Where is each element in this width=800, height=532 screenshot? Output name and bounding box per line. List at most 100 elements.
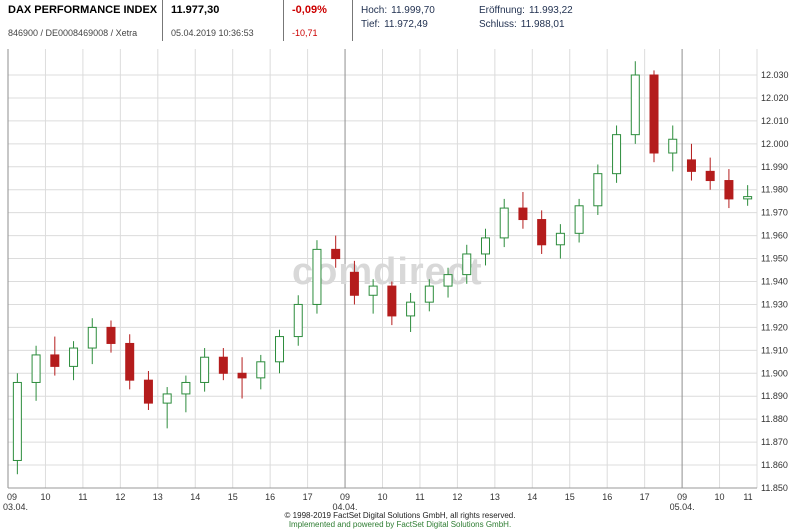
svg-text:12.000: 12.000 <box>761 139 789 149</box>
instrument-id: 846900 / DE0008469008 / Xetra <box>8 28 138 38</box>
candle <box>649 70 659 163</box>
footer-copyright: © 1998-2019 FactSet Digital Solutions Gm… <box>284 510 516 520</box>
svg-text:11.910: 11.910 <box>761 345 788 355</box>
svg-text:11.960: 11.960 <box>761 231 788 241</box>
svg-text:11: 11 <box>415 492 424 502</box>
candle <box>106 320 116 353</box>
change-percent: -0,09% <box>292 4 327 16</box>
candle <box>387 281 397 326</box>
candle <box>331 235 341 268</box>
x-axis-labels: 09 10 11 12 13 14 15 16 17 09 10 11 12 13 14 15 16 17 09 10… <box>7 492 753 502</box>
v-gridlines <box>7 49 758 488</box>
svg-text:11.850: 11.850 <box>761 483 788 493</box>
svg-text:11: 11 <box>78 492 87 502</box>
svg-text:12: 12 <box>452 492 462 502</box>
svg-text:11.940: 11.940 <box>761 277 788 287</box>
candle <box>462 244 472 284</box>
svg-text:12.030: 12.030 <box>761 70 789 80</box>
svg-text:11.980: 11.980 <box>761 185 788 195</box>
svg-text:13: 13 <box>153 492 163 502</box>
candle <box>555 224 565 259</box>
stat-eroeffnung: Eröffnung: 11.993,22 <box>479 5 573 16</box>
stat-value: 11.988,01 <box>520 19 565 30</box>
stat-label: Hoch: <box>361 5 388 16</box>
svg-text:16: 16 <box>265 492 275 502</box>
svg-text:11.890: 11.890 <box>761 391 788 401</box>
candle <box>630 61 640 144</box>
svg-text:15: 15 <box>228 492 238 502</box>
candle <box>181 375 191 413</box>
svg-text:09: 09 <box>677 492 687 502</box>
svg-text:12: 12 <box>115 492 125 502</box>
candle <box>31 345 41 401</box>
svg-text:11.930: 11.930 <box>761 299 788 309</box>
stat-value: 11.993,22 <box>528 5 573 16</box>
stat-value: 11.972,49 <box>384 19 428 30</box>
candle <box>275 329 285 374</box>
candle <box>406 292 416 332</box>
svg-text:03.04.: 03.04. <box>3 502 28 512</box>
svg-text:11.860: 11.860 <box>761 460 788 470</box>
stat-label: Eröffnung: <box>479 5 525 16</box>
svg-text:16: 16 <box>602 492 612 502</box>
svg-text:17: 17 <box>303 492 313 502</box>
svg-text:12.010: 12.010 <box>761 116 789 126</box>
change-block: -0,09% -10,71 <box>283 0 352 41</box>
candle <box>69 341 79 381</box>
last-price: 11.977,30 <box>171 4 220 16</box>
svg-text:14: 14 <box>190 492 200 502</box>
stat-label: Schluss: <box>479 19 517 30</box>
svg-text:11.970: 11.970 <box>761 208 788 218</box>
candle <box>218 348 228 381</box>
candle <box>743 185 753 206</box>
svg-text:11.870: 11.870 <box>761 437 788 447</box>
stat-hoch: Hoch: 11.999,70 <box>361 5 461 16</box>
svg-text:12.020: 12.020 <box>761 93 789 103</box>
candle <box>612 125 622 183</box>
candle <box>50 336 60 376</box>
footer-powered: Implemented and powered by FactSet Digit… <box>288 520 512 530</box>
candle <box>705 157 715 190</box>
candle <box>686 143 696 181</box>
candle <box>668 125 678 172</box>
candle <box>574 198 584 243</box>
stat-label: Tief: <box>361 19 381 30</box>
svg-text:10: 10 <box>715 492 725 502</box>
candle <box>293 295 303 346</box>
svg-text:09: 09 <box>340 492 350 502</box>
svg-text:11.950: 11.950 <box>761 254 788 264</box>
candle <box>368 279 378 314</box>
svg-text:15: 15 <box>565 492 575 502</box>
stat-value: 11.999,70 <box>391 5 435 16</box>
y-axis-labels: 11.850 11.860 11.870 11.880 11.890 11.900 11.9… <box>761 70 789 493</box>
candle <box>143 370 153 410</box>
candle <box>200 348 210 392</box>
svg-text:13: 13 <box>490 492 500 502</box>
svg-text:10: 10 <box>40 492 50 502</box>
svg-text:11: 11 <box>743 492 752 502</box>
instrument-block: DAX PERFORMANCE INDEX 846900 / DE0008469… <box>0 0 162 41</box>
svg-text:11.880: 11.880 <box>761 414 788 424</box>
candle <box>724 169 734 209</box>
candle <box>312 240 322 314</box>
candle <box>593 164 603 215</box>
candle <box>349 260 359 305</box>
stat-schluss: Schluss: 11.988,01 <box>479 19 573 30</box>
svg-text:11.900: 11.900 <box>761 368 788 378</box>
svg-text:04.04.: 04.04. <box>333 502 358 512</box>
svg-text:11.920: 11.920 <box>761 322 788 332</box>
quote-timestamp: 05.04.2019 10:36:53 <box>171 28 254 38</box>
svg-text:10: 10 <box>377 492 387 502</box>
candle <box>162 387 172 429</box>
candles-group <box>12 61 753 475</box>
candle <box>499 198 509 248</box>
candle <box>125 334 135 390</box>
svg-text:17: 17 <box>640 492 650 502</box>
change-absolute: -10,71 <box>292 28 318 38</box>
candle <box>237 357 247 399</box>
chart-footer: © 1998-2019 FactSet Digital Solutions Gm… <box>0 511 800 530</box>
candle <box>87 318 97 365</box>
price-block: 11.977,30 05.04.2019 10:36:53 <box>162 0 283 41</box>
candlestick-chart: comdirect11.85011.86011.87011.88011.8901… <box>3 49 789 512</box>
